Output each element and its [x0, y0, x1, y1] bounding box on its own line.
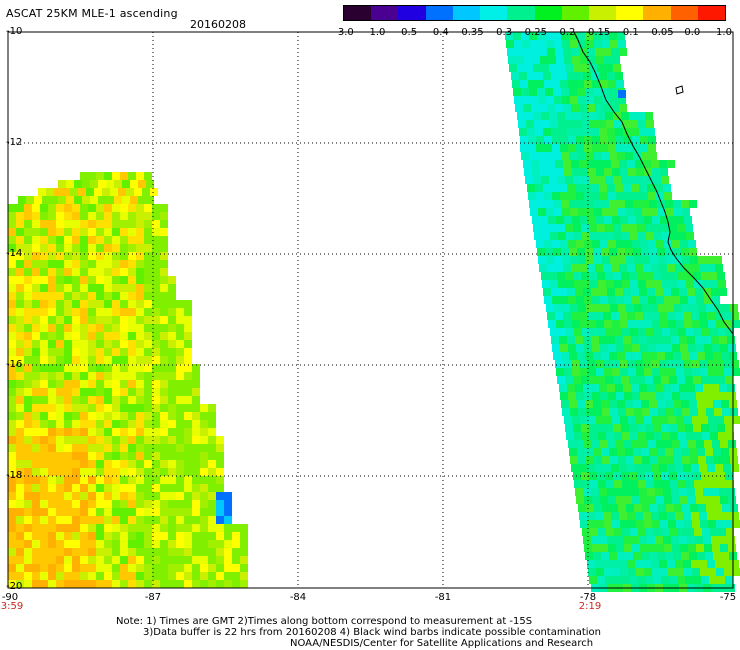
colorbar-label: -1.0	[365, 27, 386, 38]
lat-lon-grid	[8, 32, 733, 588]
colorbar-swatch	[670, 6, 698, 20]
colorbar-swatch	[534, 6, 562, 20]
note-line-2: 3)Data buffer is 22 hrs from 20160208 4)…	[143, 627, 601, 638]
lon-label: -84	[289, 592, 307, 603]
swath-data	[8, 32, 740, 592]
lat-label: -12	[6, 137, 23, 148]
colorbar-label: -0.05	[647, 27, 674, 38]
colorbar-label: -0.25	[521, 27, 547, 38]
lon-label: -87	[144, 592, 162, 603]
lat-label: -20	[6, 581, 23, 592]
time-label: 2:19	[578, 601, 602, 612]
lat-label: -10	[6, 26, 23, 37]
colorbar-label: -0.5	[397, 27, 418, 38]
colorbar-swatch	[344, 6, 372, 20]
note-line-1: Note: 1) Times are GMT 2)Times along bot…	[116, 616, 533, 627]
colorbar-swatch	[425, 6, 453, 20]
colorbar-label: -3.0	[334, 27, 354, 38]
colorbar-label: -0.15	[584, 27, 611, 38]
lon-label: -78	[579, 592, 597, 603]
coastline	[573, 31, 734, 335]
map-frame	[7, 31, 734, 589]
colorbar-labels: -3.0 -1.0 -0.5 -0.4 -0.35 -0.3 -0.25 -0.2 -0.15-…	[330, 27, 734, 39]
lon-label: -75	[719, 592, 737, 603]
lat-label: -14	[6, 248, 23, 259]
colorbar-swatch	[643, 6, 671, 20]
colorbar-swatch	[507, 6, 535, 20]
colorbar	[343, 5, 726, 21]
product-title: ASCAT 25KM MLE-1 ascending	[6, 7, 178, 20]
colorbar-swatch	[616, 6, 644, 20]
colorbar-swatch	[697, 6, 726, 20]
colorbar-label: -0.3	[492, 27, 513, 38]
colorbar-label: -0.35	[457, 27, 484, 38]
lon-label: -81	[434, 592, 452, 603]
colorbar-swatch	[561, 6, 589, 20]
colorbar-swatch	[480, 6, 508, 20]
lat-label: -16	[6, 359, 23, 370]
colorbar-label: 1.0	[716, 27, 732, 38]
lat-label: -18	[6, 470, 23, 481]
colorbar-swatch	[452, 6, 481, 20]
colorbar-swatch	[588, 6, 617, 20]
note-line-3: NOAA/NESDIS/Center for Satellite Applica…	[290, 638, 594, 649]
colorbar-swatch	[371, 6, 399, 20]
colorbar-label: 0.0	[684, 27, 701, 38]
time-label: 3:59	[0, 601, 24, 612]
island	[675, 85, 684, 95]
lon-label: -90	[1, 592, 19, 603]
colorbar-label: -0.1	[619, 27, 639, 38]
colorbar-label: -0.2	[555, 27, 576, 38]
colorbar-label: -0.4	[429, 27, 449, 38]
colorbar-swatch	[398, 6, 426, 20]
product-date: 20160208	[190, 18, 246, 31]
